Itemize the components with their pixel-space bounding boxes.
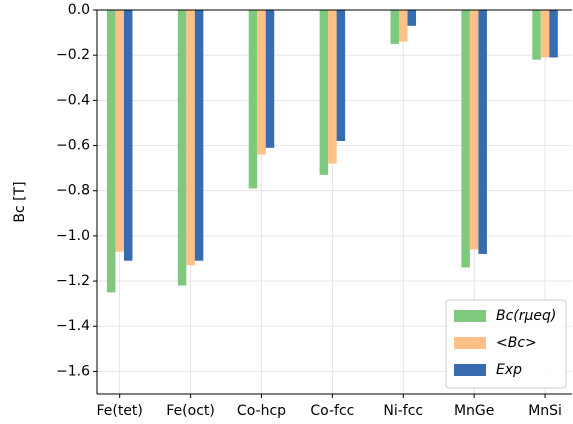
bar — [390, 10, 400, 44]
x-tick-label: MnGe — [454, 403, 494, 419]
bar — [194, 10, 204, 261]
bar — [549, 10, 558, 58]
y-tick-label: −0.4 — [56, 92, 90, 108]
bar — [319, 10, 329, 175]
legend-label: Bc(rμeq) — [496, 308, 556, 324]
y-axis-label: Bc [T] — [12, 181, 28, 222]
bar — [478, 10, 487, 254]
legend-swatch — [454, 310, 486, 322]
y-tick-label: −1.6 — [56, 363, 90, 379]
bar — [248, 10, 258, 189]
legend-label: <Bc> — [496, 335, 537, 351]
x-tick-label: Co-hcp — [237, 403, 286, 419]
bar — [186, 10, 195, 266]
bar — [115, 10, 124, 252]
y-tick-label: −0.6 — [56, 138, 90, 154]
y-tick-label: −1.0 — [56, 228, 90, 244]
bar — [461, 10, 470, 268]
bar — [469, 10, 479, 250]
x-tick-label: MnSi — [528, 403, 562, 419]
bar — [328, 10, 337, 164]
bar — [106, 10, 116, 293]
y-tick-label: −0.8 — [56, 183, 90, 199]
bar — [123, 10, 133, 261]
legend-swatch — [454, 337, 486, 349]
bar — [532, 10, 541, 60]
x-tick-label: Fe(oct) — [166, 403, 215, 419]
y-tick-label: −1.2 — [56, 273, 90, 289]
y-tick-label: 0.0 — [68, 2, 90, 18]
bar — [257, 10, 266, 155]
y-tick-label: −1.4 — [56, 318, 90, 334]
bar — [540, 10, 550, 58]
legend-label: Exp — [496, 362, 522, 378]
bar — [265, 10, 275, 148]
bar — [336, 10, 346, 142]
bar — [407, 10, 417, 26]
x-tick-label: Ni-fcc — [383, 403, 423, 419]
x-tick-label: Fe(tet) — [96, 403, 142, 419]
x-tick-label: Co-fcc — [310, 403, 354, 419]
legend-swatch — [454, 364, 486, 376]
bar — [177, 10, 187, 286]
bar — [399, 10, 408, 42]
y-tick-label: −0.2 — [56, 47, 90, 63]
